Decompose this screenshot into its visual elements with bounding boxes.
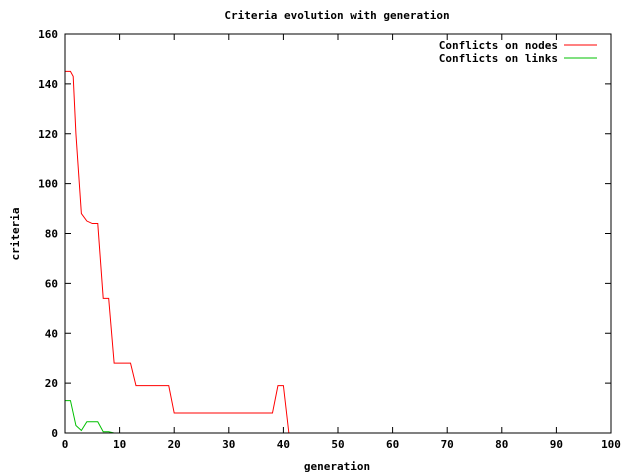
x-tick-label: 10 xyxy=(113,438,126,451)
x-tick-label: 70 xyxy=(441,438,454,451)
legend-label-2: Conflicts on links xyxy=(439,52,558,65)
chart-title: Criteria evolution with generation xyxy=(224,9,449,22)
plot-series xyxy=(65,70,290,434)
legend-label-1: Conflicts on nodes xyxy=(439,39,558,52)
y-axis-label: criteria xyxy=(9,208,22,261)
x-tick-label: 20 xyxy=(168,438,181,451)
x-tick-label: 60 xyxy=(386,438,399,451)
plot-frame xyxy=(64,33,612,434)
x-tick-label: 40 xyxy=(277,438,290,451)
x-axis-label: generation xyxy=(304,460,370,473)
y-tick-label: 80 xyxy=(45,228,58,241)
x-tick-label: 0 xyxy=(62,438,69,451)
x-tick-label: 80 xyxy=(495,438,508,451)
x-tick-label: 100 xyxy=(601,438,621,451)
y-tick-label: 120 xyxy=(38,128,58,141)
y-tick-label: 160 xyxy=(38,28,58,41)
y-tick-label: 0 xyxy=(51,427,58,440)
x-tick-label: 30 xyxy=(222,438,235,451)
series-line-2 xyxy=(65,400,115,434)
x-tick-label: 50 xyxy=(331,438,344,451)
y-tick-label: 40 xyxy=(45,327,58,340)
y-tick-label: 100 xyxy=(38,178,58,191)
y-tick-label: 140 xyxy=(38,78,58,91)
y-tick-label: 60 xyxy=(45,277,58,290)
series-line-1 xyxy=(65,70,290,434)
x-tick-label: 90 xyxy=(550,438,563,451)
axis-ticks: 0 10 20 30 40 50 60 70 80 90 100 0 20 40 60 80 100 120 140… xyxy=(38,28,621,451)
y-tick-label: 20 xyxy=(45,377,58,390)
